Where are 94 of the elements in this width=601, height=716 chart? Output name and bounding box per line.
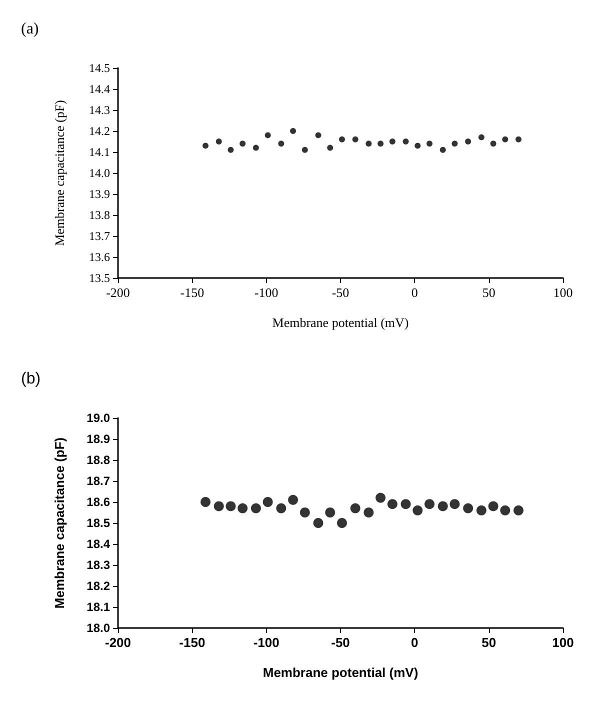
x-tick-label: 50 bbox=[482, 635, 496, 650]
point bbox=[238, 503, 248, 514]
point bbox=[502, 136, 508, 142]
x-tick-label: -50 bbox=[332, 285, 350, 300]
point bbox=[378, 140, 384, 147]
x-axis-title: Membrane potential (mV) bbox=[262, 665, 418, 680]
y-tick-label: 13.5 bbox=[89, 271, 110, 285]
x-tick-label: -150 bbox=[180, 285, 204, 300]
point bbox=[412, 505, 423, 516]
point bbox=[278, 140, 284, 147]
point bbox=[366, 140, 372, 147]
x-axis-title: Membrane potential (mV) bbox=[272, 315, 409, 330]
x-tick-label: 50 bbox=[482, 285, 496, 300]
point bbox=[240, 140, 246, 147]
point bbox=[226, 501, 236, 512]
point bbox=[424, 499, 434, 510]
point bbox=[228, 146, 234, 153]
y-tick-label: 14.3 bbox=[89, 103, 110, 117]
y-tick-label: 18.0 bbox=[86, 621, 110, 635]
x-tick-label: 0 bbox=[411, 635, 418, 650]
point bbox=[500, 505, 510, 516]
point bbox=[338, 136, 345, 142]
y-tick-label: 18.4 bbox=[86, 537, 110, 551]
x-tick-label: 0 bbox=[411, 285, 418, 300]
x-tick-label: 100 bbox=[553, 285, 573, 300]
point bbox=[426, 140, 432, 147]
y-tick-label: 14.1 bbox=[89, 145, 110, 159]
point bbox=[364, 508, 374, 518]
y-tick-label: 18.8 bbox=[86, 453, 110, 467]
y-tick-label: 18.1 bbox=[86, 600, 110, 614]
point bbox=[352, 136, 358, 142]
point bbox=[300, 508, 310, 518]
y-tick-label: 18.5 bbox=[86, 516, 110, 530]
y-tick-label: 13.8 bbox=[89, 208, 110, 222]
y-tick-label: 13.6 bbox=[89, 250, 110, 264]
point bbox=[313, 518, 324, 528]
y-tick-label: 14.5 bbox=[89, 61, 110, 75]
y-tick-label: 18.3 bbox=[86, 558, 110, 572]
point bbox=[414, 142, 421, 149]
point bbox=[216, 138, 222, 144]
x-tick-label: -150 bbox=[179, 635, 206, 650]
point bbox=[452, 140, 458, 147]
point bbox=[315, 132, 322, 138]
point bbox=[438, 501, 448, 512]
point bbox=[476, 505, 486, 516]
point bbox=[465, 138, 472, 144]
point bbox=[490, 140, 496, 147]
point bbox=[302, 146, 308, 153]
point bbox=[389, 138, 396, 144]
point bbox=[200, 497, 211, 507]
point bbox=[450, 499, 460, 510]
y-tick-label: 18.9 bbox=[86, 432, 110, 446]
y-tick-label: 18.7 bbox=[86, 474, 110, 488]
point bbox=[214, 501, 224, 512]
y-tick-label: 14.2 bbox=[89, 124, 110, 138]
point bbox=[402, 138, 409, 144]
point bbox=[264, 132, 271, 138]
point bbox=[488, 501, 498, 512]
x-tick-label: -50 bbox=[331, 635, 350, 650]
x-tick-label: -100 bbox=[254, 285, 278, 300]
point bbox=[252, 144, 259, 151]
point bbox=[325, 508, 336, 518]
y-tick-label: 13.7 bbox=[89, 229, 110, 243]
point bbox=[202, 142, 209, 149]
y-axis-title: Membrane capacitance (pF) bbox=[52, 437, 67, 609]
chart-title: (a) bbox=[21, 20, 39, 38]
point bbox=[250, 503, 261, 514]
y-tick-label: 19.0 bbox=[86, 411, 110, 425]
point bbox=[387, 499, 398, 510]
point bbox=[400, 499, 411, 510]
point bbox=[478, 134, 484, 140]
y-tick-label: 14.0 bbox=[89, 166, 110, 180]
point bbox=[290, 128, 296, 134]
point bbox=[516, 136, 522, 142]
point bbox=[350, 503, 360, 514]
x-tick-label: -100 bbox=[253, 635, 280, 650]
y-axis-title: Membrane capacitance (pF) bbox=[52, 100, 67, 246]
y-tick-label: 13.9 bbox=[89, 187, 110, 201]
point bbox=[262, 497, 273, 507]
y-tick-label: 14.4 bbox=[89, 82, 110, 96]
point bbox=[440, 146, 446, 153]
point bbox=[288, 494, 298, 505]
point bbox=[327, 144, 334, 151]
point bbox=[514, 505, 524, 516]
point bbox=[336, 518, 347, 528]
point bbox=[276, 503, 286, 514]
point bbox=[463, 503, 474, 514]
chart-title: (b) bbox=[21, 370, 41, 388]
y-tick-label: 18.2 bbox=[86, 579, 110, 593]
x-tick-label: -200 bbox=[104, 635, 132, 650]
y-tick-label: 18.6 bbox=[86, 495, 110, 509]
x-tick-label: -200 bbox=[106, 285, 130, 300]
x-tick-label: 100 bbox=[552, 635, 574, 650]
point bbox=[376, 492, 386, 503]
